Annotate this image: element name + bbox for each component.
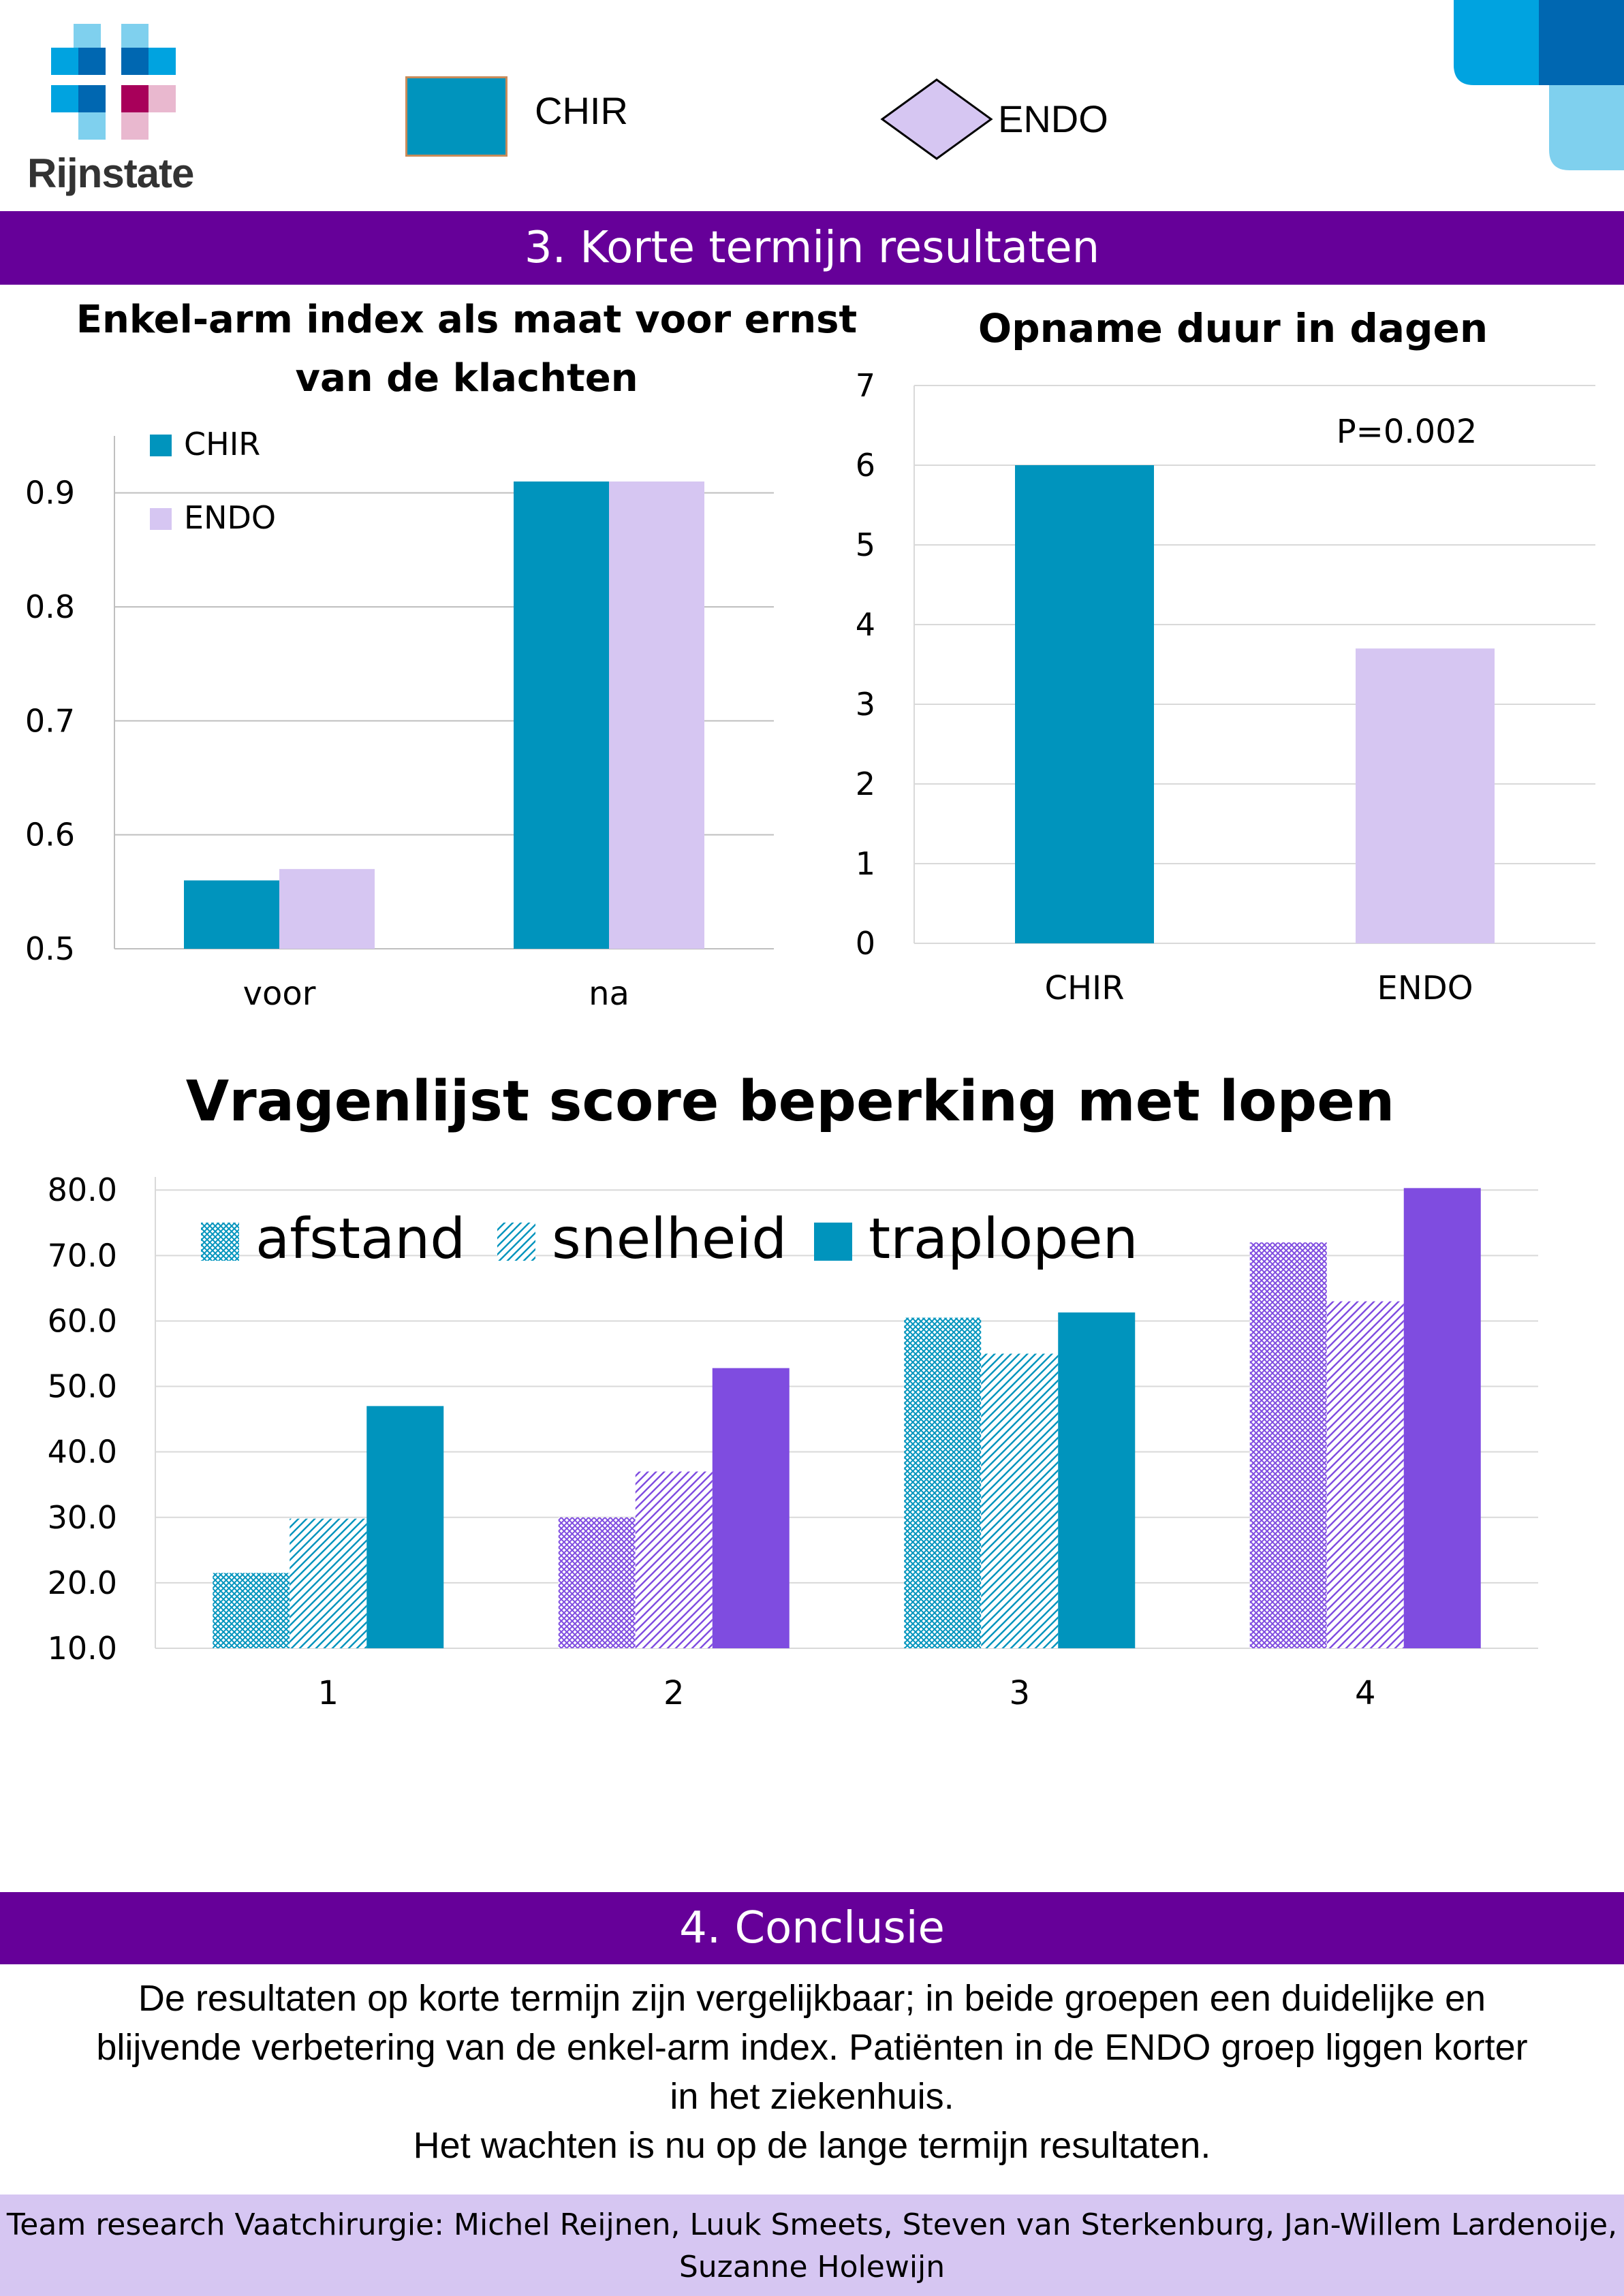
conclusion-text: De resultaten op korte termijn zijn verg… <box>0 1974 1624 2170</box>
chart3-bar-traplopen <box>1058 1312 1136 1648</box>
chart2-ytick-label: 1 <box>856 845 875 882</box>
chart3-ytick-label: 50.0 <box>48 1368 117 1405</box>
chart3-legend-swatch <box>497 1223 535 1261</box>
chart2-xtick-label: CHIR <box>1044 969 1124 1007</box>
chart3-ytick-label: 20.0 <box>48 1564 117 1601</box>
chart3-yticks: 10.0 20.0 30.0 40.0 50.0 60.0 70.0 80.0 <box>48 1171 117 1667</box>
hospital-stay-chart: Opname duur in dagen 0 1 2 3 4 5 6 7 CHIR ENDO P… <box>856 305 1595 1007</box>
chart1-ytick-label: 0.9 <box>25 475 75 512</box>
chart2-ytick-label: 3 <box>856 686 875 723</box>
chart3-ytick-label: 60.0 <box>48 1302 117 1339</box>
chart3-legend-swatch <box>201 1223 239 1261</box>
chart2-yticks: 0 1 2 3 4 5 6 7 <box>856 367 875 962</box>
chart1-legend-swatch <box>150 435 172 456</box>
chart3-xtick-label: 4 <box>1355 1674 1376 1712</box>
chart3-legend-label: afstand <box>255 1207 465 1272</box>
chart1-legend-label: CHIR <box>184 426 260 462</box>
chart3-bars <box>213 1188 1481 1648</box>
conclusion-line: blijvende verbetering van de enkel-arm i… <box>96 2027 1528 2068</box>
chart3-bar-traplopen <box>366 1406 444 1648</box>
chart1-ytick-label: 0.6 <box>25 817 75 853</box>
chart3-bar-snelheid <box>635 1471 713 1648</box>
chart1-ytick-label: 0.7 <box>25 702 75 739</box>
chart3-bar-afstand <box>904 1317 982 1648</box>
chart2-ytick-label: 7 <box>856 367 875 404</box>
chart1-legend: CHIR ENDO <box>150 426 276 536</box>
chart1-legend-swatch <box>150 508 172 530</box>
chart2-title: Opname duur in dagen <box>978 305 1488 351</box>
chart2-ytick-label: 4 <box>856 606 875 643</box>
chart2-bar-chir <box>1015 465 1154 943</box>
chart3-ytick-label: 70.0 <box>48 1237 117 1274</box>
chart3-legend-swatch <box>814 1223 852 1261</box>
chart3-ytick-label: 30.0 <box>48 1499 117 1536</box>
chart1-xtick-label: voor <box>243 975 316 1013</box>
chart3-xtick-label: 2 <box>663 1674 685 1712</box>
chart2-ytick-label: 0 <box>856 925 875 962</box>
conclusion-line: Het wachten is nu op de lange termijn re… <box>413 2125 1211 2166</box>
chart3-bar-traplopen <box>712 1368 790 1648</box>
chart3-bar-afstand <box>1249 1242 1327 1648</box>
legend-chir-swatch <box>405 76 507 157</box>
conclusion-line: De resultaten op korte termijn zijn verg… <box>138 1978 1486 2019</box>
chart3-legend-label: traplopen <box>869 1207 1138 1272</box>
chart1-title-line1: Enkel-arm index als maat voor ernst <box>76 298 857 342</box>
chart2-bars <box>1015 465 1495 943</box>
chart1-title-line2: van de klachten <box>295 356 638 400</box>
chart3-bar-traplopen <box>1403 1188 1481 1648</box>
chart3-xtick-label: 1 <box>317 1674 339 1712</box>
chart1-bar-chir <box>514 481 609 949</box>
logo-text: Rijnstate <box>27 151 194 196</box>
conclusion-line: in het ziekenhuis. <box>670 2076 954 2117</box>
corner-decoration <box>1454 0 1624 170</box>
chart2-ytick-label: 2 <box>856 766 875 802</box>
chart2-ytick-label: 5 <box>856 526 875 563</box>
section-title-conclusion: 4. Conclusie <box>0 1892 1624 1964</box>
chart1-bar-endo <box>279 868 375 949</box>
chart3-ytick-label: 40.0 <box>48 1434 117 1471</box>
footer-line: Suzanne Holewijn <box>678 2250 946 2284</box>
chart3-xtick-label: 3 <box>1009 1674 1030 1712</box>
chart3-title: Vragenlijst score beperking met lopen <box>186 1069 1394 1134</box>
chart1-legend-label: ENDO <box>184 499 276 536</box>
chart1-ytick-label: 0.8 <box>25 588 75 625</box>
chart1-ytick-label: 0.5 <box>25 930 75 967</box>
section-title-results: 3. Korte termijn resultaten <box>0 211 1624 285</box>
chart3-ytick-label: 10.0 <box>48 1630 117 1667</box>
legend-endo-label: ENDO <box>998 97 1108 140</box>
chart3-bar-afstand <box>558 1517 636 1648</box>
rijnstate-logo <box>51 24 176 140</box>
chart2-bar-endo <box>1356 648 1495 943</box>
chart3-xticks: 1 2 3 4 <box>317 1674 1375 1712</box>
chart1-bar-endo <box>609 481 704 949</box>
chart1-xticks: voor na <box>243 975 629 1013</box>
chart3-ytick-label: 80.0 <box>48 1171 117 1208</box>
legend-endo-swatch <box>880 78 993 160</box>
footer-team-credits: Team research Vaatchirurgie: Michel Reij… <box>0 2195 1624 2296</box>
chart2-ytick-label: 6 <box>856 447 875 484</box>
chart3-bar-snelheid <box>981 1353 1059 1648</box>
chart2-xticks: CHIR ENDO <box>1044 969 1473 1007</box>
chart1-yticks: 0.5 0.6 0.7 0.8 0.9 <box>25 475 75 967</box>
ankle-arm-index-chart: Enkel-arm index als maat voor ernst van … <box>25 298 857 1013</box>
chart3-bar-snelheid <box>1326 1301 1404 1648</box>
chart3-bar-afstand <box>213 1573 290 1648</box>
chart3-legend-label: snelheid <box>552 1207 787 1272</box>
chart2-annotation: P=0.002 <box>1337 413 1478 451</box>
chart2-xtick-label: ENDO <box>1377 969 1473 1007</box>
chart1-xtick-label: na <box>589 975 629 1013</box>
footer-line: Team research Vaatchirurgie: Michel Reij… <box>6 2207 1618 2242</box>
chart1-bar-chir <box>184 880 279 949</box>
walking-score-chart: Vragenlijst score beperking met lopen 10… <box>48 1069 1538 1712</box>
legend-chir-label: CHIR <box>535 89 628 132</box>
chart3-legend: afstand snelheid traplopen <box>201 1207 1138 1272</box>
chart3-bar-snelheid <box>290 1518 367 1648</box>
chart1-bars <box>184 481 704 949</box>
